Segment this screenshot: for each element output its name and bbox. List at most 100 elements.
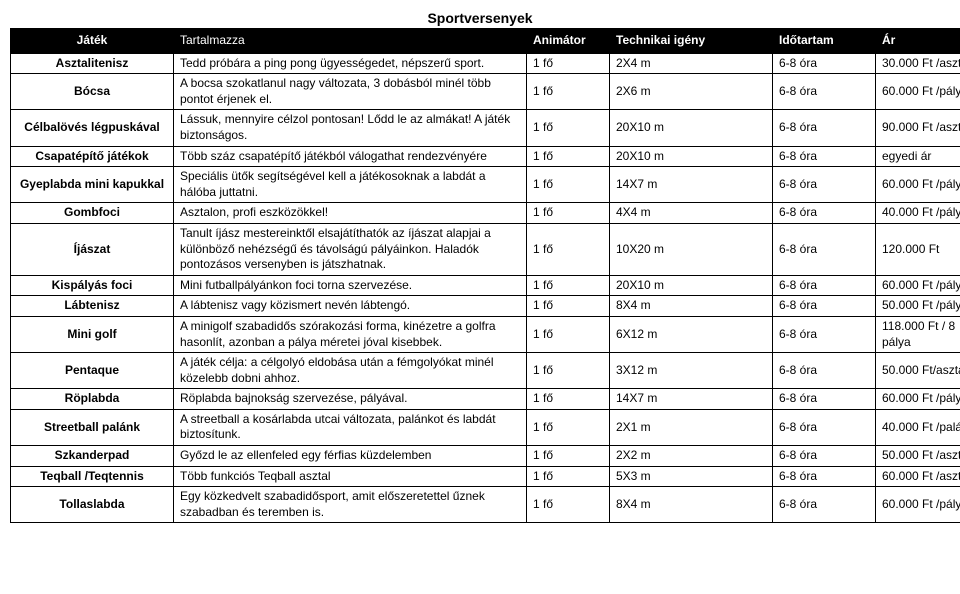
cell-tech: 2X4 m xyxy=(610,53,773,74)
cell-desc: A játék célja: a célgolyó eldobása után … xyxy=(174,353,527,389)
cell-dur: 6-8 óra xyxy=(773,353,876,389)
cell-dur: 6-8 óra xyxy=(773,203,876,224)
cell-game: Gyeplabda mini kapukkal xyxy=(11,167,174,203)
cell-dur: 6-8 óra xyxy=(773,74,876,110)
col-dur: Időtartam xyxy=(773,29,876,54)
cell-desc: Mini futballpályánkon foci torna szervez… xyxy=(174,275,527,296)
cell-game: Lábtenisz xyxy=(11,296,174,317)
cell-dur: 6-8 óra xyxy=(773,146,876,167)
cell-anim: 1 fő xyxy=(527,167,610,203)
cell-desc: Több száz csapatépítő játékból válogatha… xyxy=(174,146,527,167)
cell-anim: 1 fő xyxy=(527,275,610,296)
cell-price: egyedi ár xyxy=(876,146,960,167)
table-row: TollaslabdaEgy közkedvelt szabadidősport… xyxy=(11,487,960,523)
table-row: LábteniszA lábtenisz vagy közismert nevé… xyxy=(11,296,960,317)
cell-desc: A bocsa szokatlanul nagy változata, 3 do… xyxy=(174,74,527,110)
cell-game: Szkanderpad xyxy=(11,446,174,467)
cell-desc: Röplabda bajnokság szervezése, pályával. xyxy=(174,389,527,410)
cell-dur: 6-8 óra xyxy=(773,110,876,146)
cell-game: Kispályás foci xyxy=(11,275,174,296)
cell-dur: 6-8 óra xyxy=(773,487,876,523)
table-row: AsztaliteniszTedd próbára a ping pong üg… xyxy=(11,53,960,74)
cell-dur: 6-8 óra xyxy=(773,389,876,410)
cell-price: 60.000 Ft /pálya xyxy=(876,389,960,410)
cell-anim: 1 fő xyxy=(527,296,610,317)
cell-tech: 4X4 m xyxy=(610,203,773,224)
table-row: RöplabdaRöplabda bajnokság szervezése, p… xyxy=(11,389,960,410)
cell-anim: 1 fő xyxy=(527,146,610,167)
table-row: Gyeplabda mini kapukkalSpeciális ütők se… xyxy=(11,167,960,203)
cell-desc: Lássuk, mennyire célzol pontosan! Lődd l… xyxy=(174,110,527,146)
cell-desc: A lábtenisz vagy közismert nevén lábteng… xyxy=(174,296,527,317)
cell-tech: 5X3 m xyxy=(610,466,773,487)
cell-tech: 2X6 m xyxy=(610,74,773,110)
cell-anim: 1 fő xyxy=(527,409,610,445)
cell-price: 60.000 Ft /pálya xyxy=(876,487,960,523)
cell-game: Íjászat xyxy=(11,223,174,275)
cell-tech: 8X4 m xyxy=(610,487,773,523)
cell-price: 50.000 Ft/asztal xyxy=(876,353,960,389)
cell-desc: Speciális ütők segítségével kell a játék… xyxy=(174,167,527,203)
cell-game: Streetball palánk xyxy=(11,409,174,445)
cell-anim: 1 fő xyxy=(527,487,610,523)
table-row: PentaqueA játék célja: a célgolyó eldobá… xyxy=(11,353,960,389)
table-row: BócsaA bocsa szokatlanul nagy változata,… xyxy=(11,74,960,110)
page-title: Sportversenyek xyxy=(10,10,950,26)
table-row: Streetball palánkA streetball a kosárlab… xyxy=(11,409,960,445)
cell-anim: 1 fő xyxy=(527,316,610,352)
cell-game: Mini golf xyxy=(11,316,174,352)
cell-tech: 6X12 m xyxy=(610,316,773,352)
cell-game: Célbalövés légpuskával xyxy=(11,110,174,146)
cell-tech: 20X10 m xyxy=(610,275,773,296)
col-game: Játék xyxy=(11,29,174,54)
cell-price: 60.000 Ft /pálya xyxy=(876,275,960,296)
cell-tech: 3X12 m xyxy=(610,353,773,389)
cell-tech: 20X10 m xyxy=(610,146,773,167)
cell-tech: 2X1 m xyxy=(610,409,773,445)
table-row: SzkanderpadGyőzd le az ellenfeled egy fé… xyxy=(11,446,960,467)
cell-desc: Tedd próbára a ping pong ügyességedet, n… xyxy=(174,53,527,74)
cell-dur: 6-8 óra xyxy=(773,446,876,467)
table-row: Célbalövés légpuskávalLássuk, mennyire c… xyxy=(11,110,960,146)
cell-desc: Asztalon, profi eszközökkel! xyxy=(174,203,527,224)
cell-price: 120.000 Ft xyxy=(876,223,960,275)
cell-dur: 6-8 óra xyxy=(773,223,876,275)
col-anim: Animátor xyxy=(527,29,610,54)
cell-dur: 6-8 óra xyxy=(773,316,876,352)
cell-dur: 6-8 óra xyxy=(773,409,876,445)
cell-desc: Több funkciós Teqball asztal xyxy=(174,466,527,487)
col-price: Ár xyxy=(876,29,960,54)
col-tech: Technikai igény xyxy=(610,29,773,54)
cell-price: 50.000 Ft /pálya xyxy=(876,296,960,317)
cell-price: 60.000 Ft /pálya xyxy=(876,74,960,110)
cell-price: 30.000 Ft /asztal xyxy=(876,53,960,74)
cell-desc: A streetball a kosárlabda utcai változat… xyxy=(174,409,527,445)
cell-price: 40.000 Ft /palánk xyxy=(876,409,960,445)
cell-tech: 8X4 m xyxy=(610,296,773,317)
cell-game: Pentaque xyxy=(11,353,174,389)
cell-game: Csapatépítő játékok xyxy=(11,146,174,167)
cell-tech: 14X7 m xyxy=(610,167,773,203)
col-desc: Tartalmazza xyxy=(174,29,527,54)
cell-anim: 1 fő xyxy=(527,53,610,74)
cell-price: 50.000 Ft /asztal xyxy=(876,446,960,467)
cell-tech: 10X20 m xyxy=(610,223,773,275)
table-row: GombfociAsztalon, profi eszközökkel!1 fő… xyxy=(11,203,960,224)
cell-anim: 1 fő xyxy=(527,353,610,389)
cell-anim: 1 fő xyxy=(527,446,610,467)
cell-game: Asztalitenisz xyxy=(11,53,174,74)
table-row: ÍjászatTanult íjász mestereinktől elsajá… xyxy=(11,223,960,275)
cell-anim: 1 fő xyxy=(527,466,610,487)
cell-price: 90.000 Ft /asztal xyxy=(876,110,960,146)
cell-tech: 20X10 m xyxy=(610,110,773,146)
cell-dur: 6-8 óra xyxy=(773,53,876,74)
cell-price: 40.000 Ft /pálya xyxy=(876,203,960,224)
cell-desc: Tanult íjász mestereinktől elsajátítható… xyxy=(174,223,527,275)
cell-price: 60.000 Ft /asztal xyxy=(876,466,960,487)
cell-dur: 6-8 óra xyxy=(773,275,876,296)
cell-price: 60.000 Ft /pálya xyxy=(876,167,960,203)
cell-game: Bócsa xyxy=(11,74,174,110)
cell-desc: A minigolf szabadidős szórakozási forma,… xyxy=(174,316,527,352)
cell-desc: Egy közkedvelt szabadidősport, amit elős… xyxy=(174,487,527,523)
cell-game: Gombfoci xyxy=(11,203,174,224)
